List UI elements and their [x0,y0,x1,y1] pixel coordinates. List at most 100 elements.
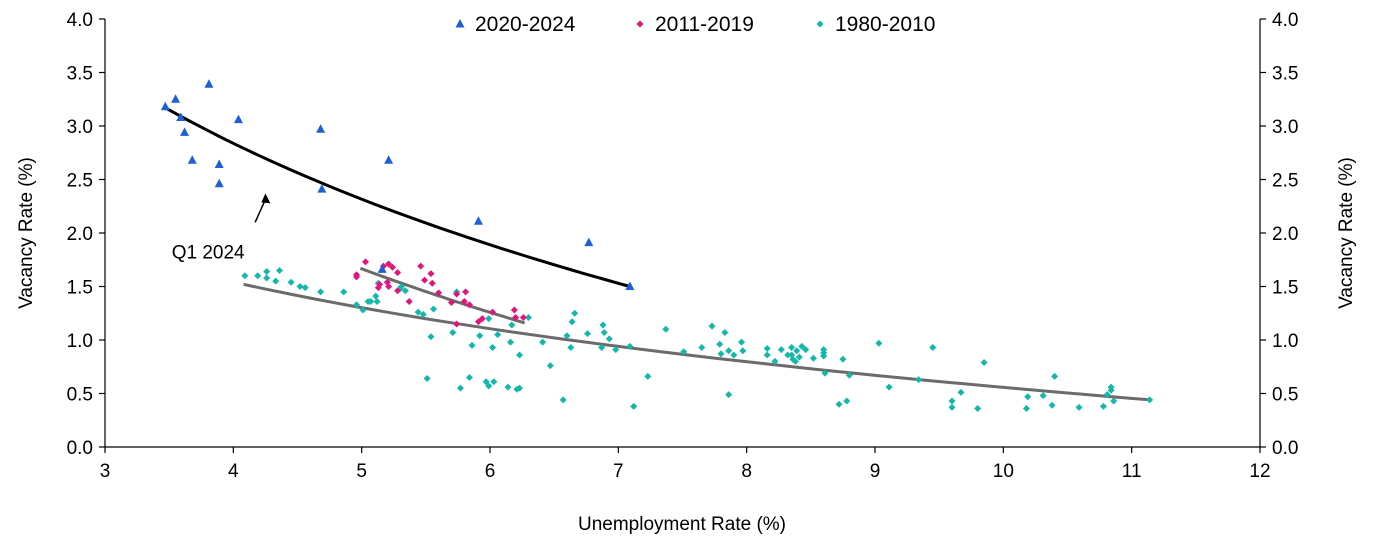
data-point [465,301,473,309]
data-point [187,155,197,164]
y-tick-label-left: 3.5 [67,64,93,85]
y-tick-label-left: 0.5 [67,385,93,406]
legend-label: 1980-2010 [835,13,935,36]
data-point [809,354,817,362]
data-point [885,383,893,391]
data-point [340,288,348,296]
y-tick-label-right: 2.5 [1272,171,1298,192]
data-point [974,404,982,412]
x-tick-label: 7 [613,461,624,482]
data-point [204,79,214,88]
annotation-label: Q1 2024 [172,242,245,263]
axes: 3 4 5 6 7 8 9 10 11 120.0 0.00.5 0.51.0 1.01.5 1.52.0… [67,10,1299,482]
data-point [875,339,883,347]
y-axis-label-left: Vacancy Rate (%) [16,157,37,309]
data-point [763,345,771,353]
data-point [377,264,387,273]
data-point [600,329,608,337]
data-point [388,263,396,271]
y-tick-label-left: 2.5 [67,171,93,192]
x-tick-label: 5 [356,461,367,482]
data-point [716,340,724,348]
data-point [512,314,520,322]
y-tick-label-left: 3.0 [67,117,93,138]
data-point [401,287,409,295]
data-point [508,321,516,329]
data-point [630,402,638,410]
data-point [490,378,498,386]
data-points [160,79,1154,412]
legend-label: 2011-2019 [655,13,754,36]
data-point [820,352,828,360]
data-point [1099,402,1107,410]
data-point [612,346,620,354]
data-point [394,287,402,295]
data-point [563,332,571,340]
data-point [1051,372,1059,380]
data-point [721,329,729,337]
x-tick-label: 8 [741,461,752,482]
data-point [478,315,486,323]
data-point [414,308,422,316]
y-tick-label-right: 0.5 [1272,385,1298,406]
data-point [301,284,309,292]
data-point [599,321,607,329]
data-point [272,277,280,285]
data-point [485,382,493,390]
data-point [353,273,361,281]
data-point [519,314,527,322]
data-point [214,178,224,188]
trendline-2011-2019 [359,266,526,325]
data-point [567,343,575,351]
legend-label: 2020-2024 [475,13,576,36]
legend-marker [816,20,824,28]
data-point [353,301,361,309]
data-point [504,383,512,391]
data-point [644,372,652,380]
data-point [427,270,435,278]
data-point [802,346,810,354]
data-point [1107,386,1115,394]
data-point [662,325,670,333]
data-point [843,397,851,405]
arrow-head-icon [261,193,271,204]
data-point [571,309,579,317]
x-tick-label: 11 [1122,461,1142,482]
data-point [489,343,497,351]
data-point [708,322,716,330]
data-point [421,276,429,284]
legend: 2020-2024 2011-2019 1980-2010 [455,13,935,36]
y-tick-label-right: 1.5 [1272,278,1298,299]
data-point [516,351,524,359]
series-2020-2024 [160,79,635,290]
data-point [525,314,532,322]
data-point [397,283,405,290]
data-point [276,266,284,274]
y-axis-label-right: Vacancy Rate (%) [1336,157,1357,309]
annotation: Q1 2024 [172,193,271,263]
legend-item: 2011-2019 [636,13,754,36]
data-point [394,269,402,277]
data-point [385,260,393,268]
data-point [510,306,518,314]
trendlines [164,106,1152,402]
data-point [725,391,733,399]
data-point [176,112,186,121]
data-point [263,268,271,276]
y-tick-label-left: 2.0 [67,224,93,245]
data-point [839,355,847,363]
y-tick-label-right: 2.0 [1272,224,1298,245]
data-point [798,342,806,350]
data-point [763,351,771,359]
data-point [373,297,381,305]
data-point [405,297,413,305]
data-point [626,342,634,350]
x-tick-label: 9 [870,461,881,482]
data-point [316,124,326,133]
data-point [456,384,464,392]
data-point [494,331,502,339]
data-point [473,216,483,225]
data-point [568,318,576,326]
data-point [430,305,438,313]
y-tick-label-left: 4.0 [67,10,93,31]
